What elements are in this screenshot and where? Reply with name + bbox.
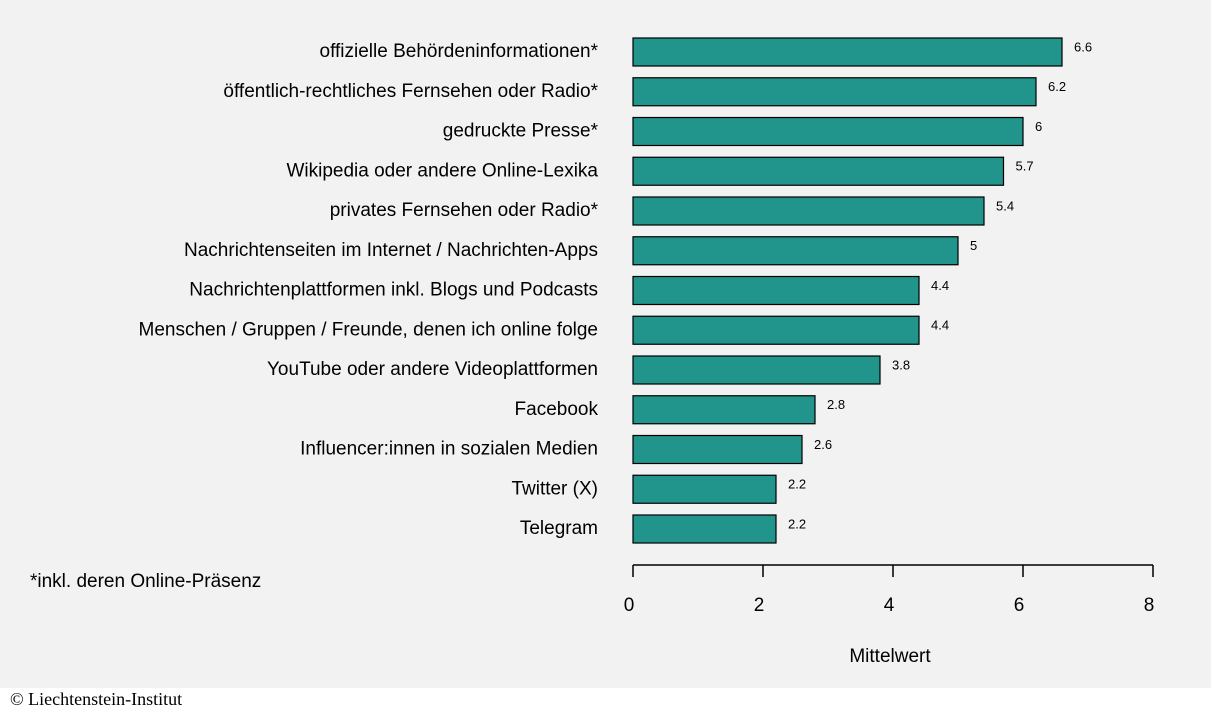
bar xyxy=(632,315,920,345)
bar xyxy=(632,236,959,266)
value-label: 2.8 xyxy=(827,397,845,412)
value-label: 6.2 xyxy=(1048,79,1066,94)
y-tick-label: YouTube oder andere Videoplattformen xyxy=(267,359,598,380)
y-tick-label: offizielle Behördeninformationen* xyxy=(320,41,599,62)
value-label: 2.6 xyxy=(814,437,832,452)
y-tick-label: Facebook xyxy=(515,399,599,420)
background xyxy=(0,0,1211,688)
y-tick-label: Influencer:innen in sozialen Medien xyxy=(300,439,598,460)
bar xyxy=(632,156,1005,186)
value-label: 6.6 xyxy=(1074,39,1092,54)
y-tick-label: gedruckte Presse* xyxy=(443,121,599,142)
value-label: 2.2 xyxy=(788,477,806,492)
y-tick-label: Menschen / Gruppen / Freunde, denen ich … xyxy=(139,319,598,340)
source: © Liechtenstein-Institut xyxy=(10,689,182,709)
footnote: *inkl. deren Online-Präsenz xyxy=(30,571,261,592)
value-label: 5 xyxy=(970,238,977,253)
value-label: 5.7 xyxy=(1016,159,1034,174)
bar xyxy=(632,116,1024,147)
x-tick-label: 8 xyxy=(1144,595,1155,616)
x-tick-label: 4 xyxy=(884,595,895,616)
value-label: 2.2 xyxy=(788,516,806,531)
value-label: 4.4 xyxy=(931,278,949,293)
y-tick-label: privates Fernsehen oder Radio* xyxy=(330,200,599,221)
x-tick-label: 6 xyxy=(1014,595,1025,616)
y-tick-label: öffentlich-rechtliches Fernsehen oder Ra… xyxy=(223,81,598,102)
bar xyxy=(632,275,920,306)
bar xyxy=(632,77,1037,107)
y-tick-label: Wikipedia oder andere Online-Lexika xyxy=(286,160,598,181)
footer-background xyxy=(0,688,1211,715)
x-tick-label: 2 xyxy=(754,595,765,616)
value-label: 3.8 xyxy=(892,357,910,372)
bar xyxy=(632,434,803,465)
bar xyxy=(632,474,777,504)
bar xyxy=(632,355,881,385)
y-tick-label: Nachrichtenseiten im Internet / Nachrich… xyxy=(184,240,598,261)
y-tick-label: Nachrichtenplattformen inkl. Blogs und P… xyxy=(189,280,598,301)
value-label: 6 xyxy=(1035,119,1042,134)
bar xyxy=(632,395,816,425)
value-label: 4.4 xyxy=(931,318,949,333)
bar xyxy=(632,196,985,226)
bar xyxy=(632,514,777,544)
x-tick-label: 0 xyxy=(624,595,635,616)
value-label: 5.4 xyxy=(996,198,1014,213)
y-tick-label: Twitter (X) xyxy=(511,478,598,499)
bar xyxy=(632,37,1063,67)
x-axis-label: Mittelwert xyxy=(849,646,931,667)
y-tick-label: Telegram xyxy=(520,518,598,539)
